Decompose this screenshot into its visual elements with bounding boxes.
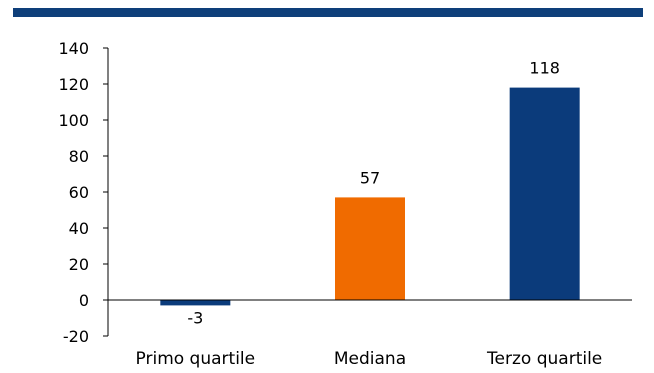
- y-tick-label: 0: [79, 291, 89, 310]
- data-label: 57: [360, 168, 380, 187]
- y-tick-label: -20: [63, 327, 89, 346]
- y-tick-label: 140: [58, 39, 89, 58]
- category-label: Terzo quartile: [486, 349, 602, 369]
- category-label: Mediana: [334, 349, 406, 369]
- y-tick-label: 40: [69, 219, 89, 238]
- bar: [160, 300, 231, 306]
- top-band: [13, 8, 643, 17]
- y-tick-label: 80: [69, 147, 89, 166]
- bar: [509, 87, 580, 300]
- y-tick-label: 100: [58, 111, 89, 130]
- y-tick-label: 20: [69, 255, 89, 274]
- bar: [335, 197, 405, 300]
- category-label: Primo quartile: [136, 349, 256, 369]
- data-label: 118: [529, 59, 560, 78]
- data-label: -3: [187, 308, 203, 327]
- y-tick-label: 120: [58, 75, 89, 94]
- y-tick-label: 60: [69, 183, 89, 202]
